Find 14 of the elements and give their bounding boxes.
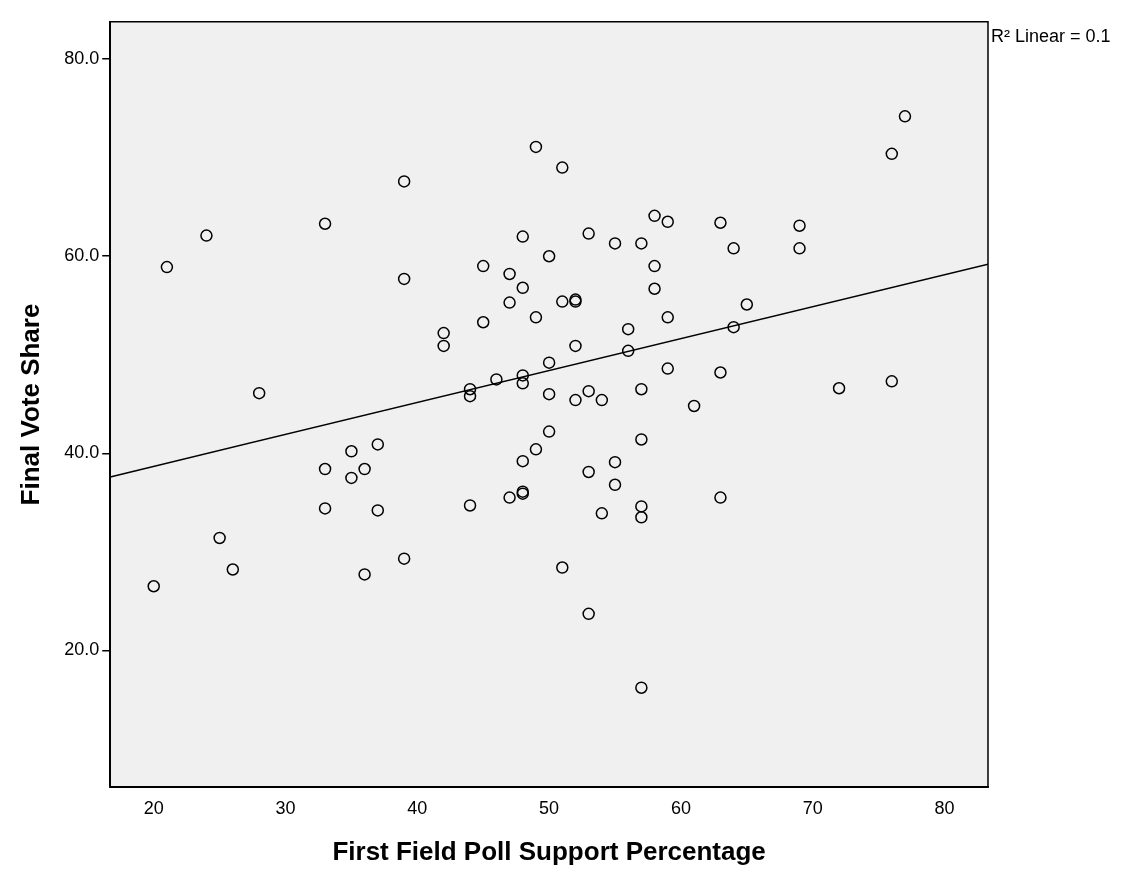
x-tick-label: 70 [802,797,823,818]
y-tick-label: 60.0 [64,245,100,266]
x-tick-label: 40 [407,797,428,818]
y-tick-label: 20.0 [64,639,100,660]
y-axis-title: Final Vote Share [14,303,45,506]
x-tick-label: 30 [275,797,296,818]
x-axis-title: First Field Poll Support Percentage [332,835,766,866]
x-tick-label: 20 [143,797,164,818]
x-tick-label: 50 [539,797,560,818]
y-tick-label: 40.0 [64,442,100,463]
text: R² Linear = 0.1 [991,25,1111,46]
x-tick-label: 80 [934,797,955,818]
x-tick-label: 60 [670,797,691,818]
y-tick-label: 80.0 [64,48,100,69]
